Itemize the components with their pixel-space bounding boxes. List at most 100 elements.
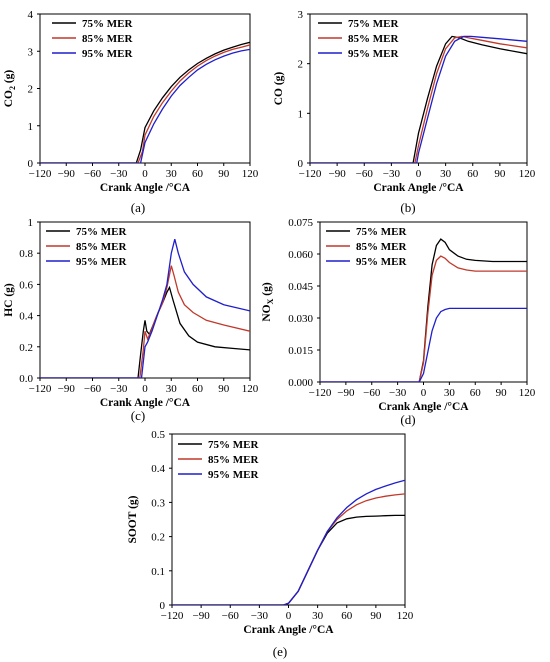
x-tick-label: −90	[58, 168, 76, 180]
x-tick-label: 90	[494, 168, 506, 180]
y-tick-label: 3	[298, 9, 304, 21]
x-tick-label: 0	[416, 168, 422, 180]
x-tick-label: −120	[29, 168, 52, 180]
y-tick-label: 1	[28, 217, 34, 229]
y-axis-title-unit: (g)	[261, 282, 273, 298]
y-tick-label: 0.6	[19, 279, 33, 291]
legend-label: 85% MER	[208, 454, 259, 466]
series-line-85-mer	[310, 35, 527, 163]
x-tick-label: 120	[519, 387, 536, 399]
x-tick-label: 60	[470, 387, 482, 399]
legend: 75% MER 85% MER 95% MER	[318, 18, 399, 60]
x-tick-label: 120	[242, 168, 259, 180]
x-tick-label: 30	[166, 383, 178, 395]
x-tick-label: 0	[421, 387, 427, 399]
series-line-85-mer	[40, 44, 250, 163]
x-tick-label: −30	[389, 387, 407, 399]
y-axis-title-main: HC	[3, 300, 15, 317]
y-axis-title-unit: (g)	[3, 283, 15, 299]
x-tick-label: −60	[84, 168, 102, 180]
x-tick-label: 120	[242, 383, 259, 395]
series-line-85-mer	[172, 493, 405, 605]
y-tick-label: 0.075	[288, 217, 313, 229]
y-tick-label: 0.060	[288, 249, 313, 261]
series-line-75-mer	[40, 41, 250, 163]
y-axis-title: SOOT (g)	[127, 495, 139, 543]
x-tick-label: 0	[286, 610, 292, 622]
plot-frame	[309, 13, 528, 164]
y-axis-title: CO (g)	[273, 72, 285, 106]
x-tick-label: 30	[440, 168, 452, 180]
y-tick-label: 0.015	[288, 345, 313, 357]
legend-label: 75% MER	[82, 18, 133, 30]
y-tick-label: 0.2	[151, 532, 165, 544]
y-tick-label: 0.045	[288, 281, 313, 293]
x-tick-label: −60	[363, 387, 381, 399]
y-tick-label: 0.4	[19, 311, 33, 323]
chart-panel-b: −120 −90 −60 −30 0 30 60 90 120 0 1 2 3 Crank Angle /…	[273, 9, 536, 215]
x-tick-label: 90	[496, 387, 508, 399]
x-tick-label: −90	[337, 387, 355, 399]
y-tick-label: 0.000	[288, 377, 313, 389]
x-tick-label: −30	[110, 383, 128, 395]
series-line-95-mer	[310, 35, 527, 163]
legend-label: 75% MER	[356, 226, 407, 238]
x-tick-label: 60	[467, 168, 479, 180]
series-line-75-mer	[172, 514, 405, 605]
x-axis-title: Crank Angle /°CA	[100, 182, 191, 194]
legend-label: 95% MER	[348, 48, 399, 60]
x-tick-label: 120	[519, 168, 536, 180]
x-axis-title: Crank Angle /°CA	[243, 624, 334, 636]
plot-frame	[39, 221, 251, 379]
x-tick-label: −60	[222, 610, 240, 622]
x-tick-label: 30	[312, 610, 324, 622]
series-line-95-mer	[172, 479, 405, 605]
legend-label: 95% MER	[82, 48, 133, 60]
series-line-75-mer	[310, 35, 527, 163]
series-line-85-mer	[40, 265, 250, 378]
y-tick-label: 0.1	[151, 566, 165, 578]
legend: 75% MER 85% MER 95% MER	[46, 226, 127, 268]
y-tick-label: 4	[28, 9, 34, 21]
x-tick-label: −60	[356, 168, 374, 180]
chart-panel-d: −120 −90 −60 −30 0 30 60 90 120 0.000 0.015 0.030 0.…	[261, 217, 536, 427]
legend: 75% MER 85% MER 95% MER	[178, 439, 259, 481]
x-tick-label: −90	[58, 383, 76, 395]
y-axis-title-main: CO	[273, 88, 285, 105]
x-tick-label: −90	[193, 610, 211, 622]
y-tick-label: 0.8	[19, 248, 33, 260]
panel-label: (c)	[131, 408, 145, 423]
y-axis-title-main: CO	[3, 90, 15, 107]
legend-label: 95% MER	[356, 256, 407, 268]
y-tick-label: 2	[28, 84, 34, 96]
x-tick-label: 30	[166, 168, 178, 180]
legend-label: 95% MER	[76, 256, 127, 268]
x-axis-title: Crank Angle /°CA	[378, 401, 469, 413]
legend-label: 95% MER	[208, 469, 259, 481]
legend-label: 85% MER	[348, 33, 399, 45]
x-tick-label: −30	[110, 168, 128, 180]
legend-label: 75% MER	[348, 18, 399, 30]
y-tick-label: 0	[28, 158, 34, 170]
plot-frame	[39, 13, 251, 164]
x-tick-label: −120	[29, 383, 52, 395]
legend-label: 75% MER	[76, 226, 127, 238]
legend-label: 75% MER	[208, 439, 259, 451]
x-tick-label: 60	[341, 610, 353, 622]
chart-panel-c: −120 −90 −60 −30 0 30 60 90 120 0.0 0.2 0.4 0.6 0.8 1 C…	[3, 217, 259, 423]
y-axis-title-unit: (g)	[3, 70, 15, 86]
y-axis-title-subscript: X	[266, 298, 275, 304]
y-tick-label: 0.0	[19, 373, 33, 385]
x-axis-title: Crank Angle /°CA	[100, 397, 191, 409]
y-tick-label: 1	[298, 108, 304, 120]
chart-panel-e: −120 −90 −60 −30 0 30 60 90 120 0 0.1 0.2 0.3 0.4 0.5 C…	[127, 429, 414, 659]
y-tick-label: 0.5	[151, 429, 165, 441]
x-tick-label: 90	[218, 383, 230, 395]
y-tick-label: 0.3	[151, 497, 165, 509]
panel-label: (a)	[131, 200, 145, 215]
x-tick-label: 0	[142, 168, 148, 180]
x-tick-label: −30	[251, 610, 269, 622]
y-tick-label: 2	[298, 59, 304, 71]
series-line-95-mer	[320, 307, 527, 382]
panel-label: (e)	[273, 644, 287, 659]
